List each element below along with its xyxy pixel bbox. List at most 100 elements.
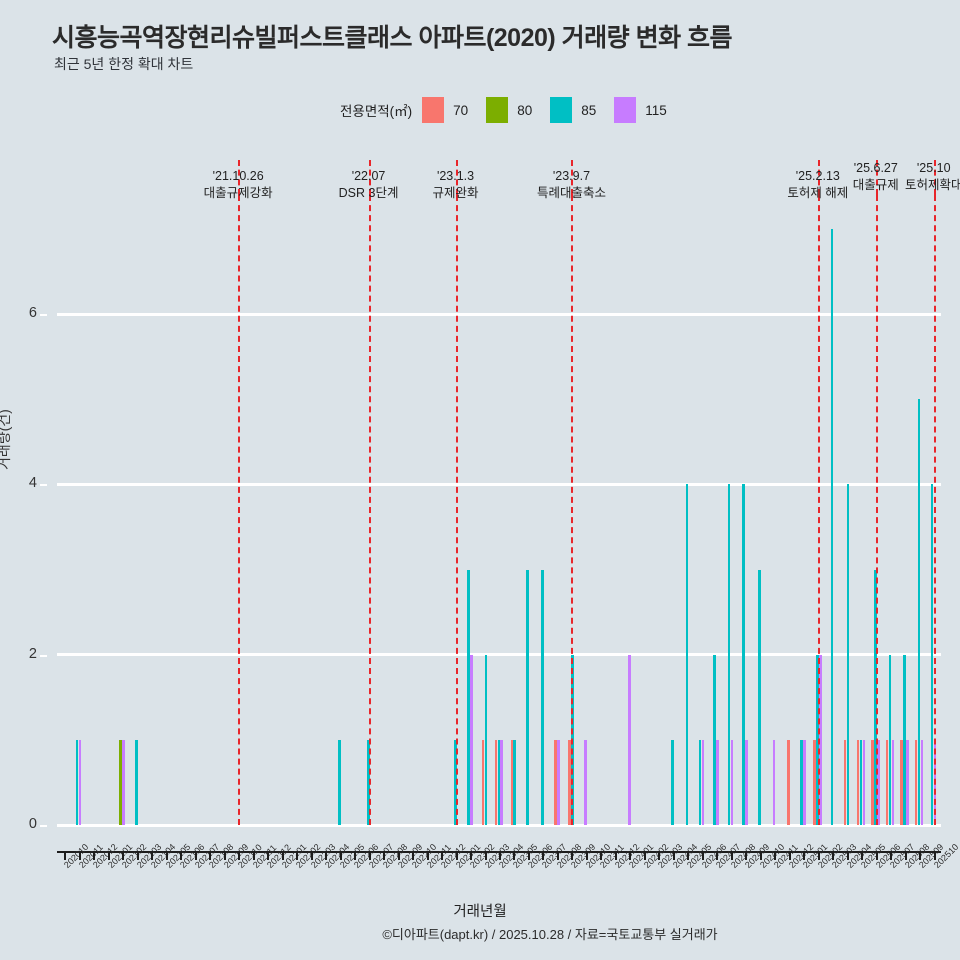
bar[interactable] [874,569,877,825]
bar[interactable] [510,739,514,825]
x-tick-mark [759,851,762,860]
bar[interactable] [497,739,501,825]
bar[interactable] [553,739,557,825]
x-tick-mark [165,851,168,860]
legend-item-115[interactable]: 115 [614,97,681,123]
event-date: '25.6.27 [853,161,898,175]
bar[interactable] [75,739,79,825]
x-tick-mark [730,851,733,860]
bar[interactable] [568,739,572,825]
bar[interactable] [903,654,906,825]
bar[interactable] [856,739,860,825]
event-date: '21.10.26 [212,169,264,183]
bar[interactable] [742,484,745,825]
x-tick-mark [310,851,313,860]
x-tick-mark [571,851,574,860]
bar[interactable] [584,739,588,825]
bar[interactable] [467,569,470,825]
bar[interactable] [484,654,488,825]
legend-title: 전용면적(㎡) [340,104,413,119]
event-text: 토허제 해제 [787,186,849,200]
bar[interactable] [800,739,803,825]
x-tick-mark [252,851,255,860]
x-tick-mark [556,851,559,860]
bar[interactable] [470,654,473,825]
bar[interactable] [930,484,934,825]
bar[interactable] [122,739,125,825]
bar[interactable] [871,739,874,825]
bar[interactable] [494,739,498,825]
bar[interactable] [816,654,819,825]
bar[interactable] [454,739,457,825]
event-text: 토허제확대 [904,178,960,192]
legend-swatch-70 [422,97,445,123]
bar[interactable] [877,739,880,825]
bar[interactable] [135,739,138,825]
bar[interactable] [917,399,921,825]
bar[interactable] [787,739,790,825]
legend-item-70[interactable]: 70 [422,97,482,123]
x-tick-mark [919,851,922,860]
bar[interactable] [803,739,806,825]
bar[interactable] [727,484,731,825]
bar[interactable] [540,569,544,825]
bar[interactable] [819,654,822,825]
bar[interactable] [556,739,560,825]
bar[interactable] [730,739,734,825]
bar[interactable] [885,739,889,825]
bar[interactable] [830,229,834,825]
bar[interactable] [526,569,530,825]
event-line [368,195,371,825]
legend-item-80[interactable]: 80 [486,97,546,123]
legend: 전용면적(㎡) 70 80 85 115 [340,97,685,123]
event-line [238,195,241,825]
bar[interactable] [500,739,504,825]
x-tick-mark [78,851,81,860]
legend-swatch-80 [486,97,509,123]
event-line-extension [238,160,241,195]
x-tick-mark [745,851,748,860]
bar[interactable] [914,739,918,825]
bar[interactable] [78,739,82,825]
bar[interactable] [698,739,702,825]
event-line-extension [933,160,936,195]
bar[interactable] [920,739,924,825]
bar[interactable] [888,654,892,825]
bar[interactable] [846,484,850,825]
bar[interactable] [859,739,863,825]
bar[interactable] [900,739,903,825]
x-tick-mark [861,851,864,860]
legend-label-85: 85 [581,102,597,118]
bar[interactable] [906,739,909,825]
event-line-extension [368,160,371,195]
bar[interactable] [627,654,631,825]
event-line-extension [817,160,820,195]
bar[interactable] [813,739,816,825]
x-tick-mark [238,851,241,860]
bar[interactable] [685,484,689,825]
bar[interactable] [758,569,761,825]
event-label: '23.9.7 특례대출축소 [501,168,641,202]
x-tick-mark [93,851,96,860]
bar[interactable] [843,739,847,825]
bar[interactable] [338,739,341,825]
event-date: '23.1.3 [436,169,475,183]
bar[interactable] [513,739,517,825]
bar[interactable] [891,739,895,825]
event-text: 대출규제강화 [203,186,273,200]
bar[interactable] [862,739,866,825]
plot-area [57,195,941,827]
bar[interactable] [713,654,716,825]
legend-item-85[interactable]: 85 [550,97,610,123]
bar[interactable] [745,739,748,825]
bar[interactable] [671,739,674,825]
bar[interactable] [772,739,776,825]
x-tick-mark [383,851,386,860]
bar[interactable] [481,739,485,825]
bar[interactable] [701,739,705,825]
bar[interactable] [367,739,370,825]
bar[interactable] [716,739,719,825]
x-tick-mark [875,851,878,860]
gridline [57,823,941,827]
bar[interactable] [119,739,122,825]
